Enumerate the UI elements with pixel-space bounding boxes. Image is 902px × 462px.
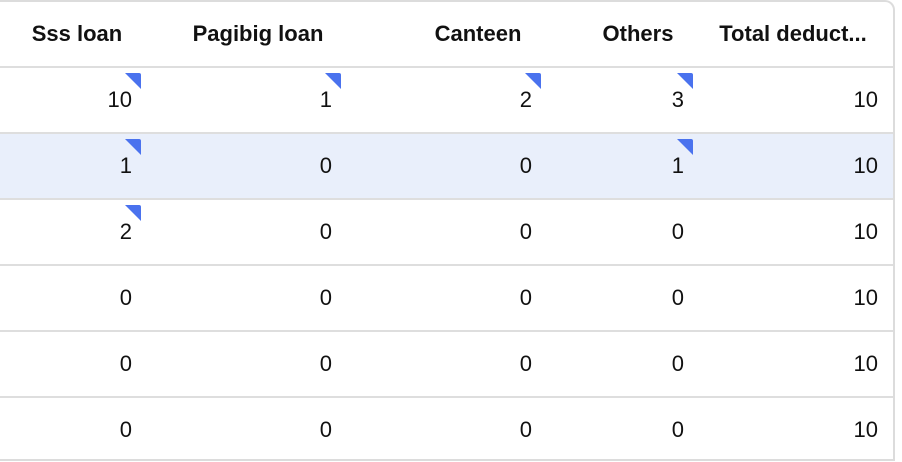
table-cell[interactable]: 0	[0, 332, 132, 396]
cell-value: 0	[519, 351, 532, 376]
cell-value: 10	[853, 87, 878, 112]
table-cell[interactable]: 0	[138, 332, 332, 396]
cell-value: 10	[108, 73, 141, 113]
cell-value: 10	[853, 219, 878, 244]
table-cell[interactable]: 2	[0, 200, 141, 264]
cell-value: 0	[671, 417, 684, 442]
table-cell[interactable]: 0	[0, 398, 132, 459]
table-cell[interactable]: 0	[138, 266, 332, 330]
cell-value: 10	[853, 153, 878, 178]
cell-value: 1	[120, 139, 141, 179]
table-cell[interactable]: 0	[338, 200, 532, 264]
cell-value: 3	[672, 73, 693, 113]
cell-value: 0	[119, 285, 132, 310]
comment-marker-icon[interactable]	[325, 73, 341, 89]
table-cell[interactable]: 10	[690, 332, 878, 396]
cell-value: 0	[319, 219, 332, 244]
table-row[interactable]: 0 0 0 0 10	[0, 266, 893, 332]
table-cell[interactable]: 0	[338, 134, 532, 198]
cell-value: 10	[853, 417, 878, 442]
table-cell[interactable]: 0	[138, 134, 332, 198]
column-header[interactable]: Others	[602, 21, 674, 46]
comment-marker-icon[interactable]	[525, 73, 541, 89]
table-cell[interactable]: 10	[0, 68, 141, 132]
cell-value: 2	[120, 205, 141, 245]
table-row[interactable]: 0 0 0 0 10	[0, 332, 893, 398]
cell-value: 0	[519, 219, 532, 244]
cell-value: 0	[671, 351, 684, 376]
table-cell[interactable]: 0	[538, 398, 684, 459]
cell-value: 0	[319, 285, 332, 310]
column-header[interactable]: Total deduct...	[719, 21, 867, 46]
table-cell[interactable]: 10	[690, 68, 878, 132]
header-row: Sss loan Pagibig loan Canteen Others Total d…	[0, 2, 893, 68]
table-cell[interactable]: 0	[338, 398, 532, 459]
table-cell[interactable]: 10	[690, 200, 878, 264]
cell-value: 0	[519, 285, 532, 310]
comment-marker-icon[interactable]	[677, 73, 693, 89]
table-cell[interactable]: 0	[138, 200, 332, 264]
table-cell[interactable]: 1	[138, 68, 341, 132]
table-cell[interactable]: 3	[538, 68, 693, 132]
cell-value: 0	[119, 351, 132, 376]
cell-value: 10	[853, 285, 878, 310]
table-cell[interactable]: 2	[338, 68, 541, 132]
comment-marker-icon[interactable]	[125, 205, 141, 221]
cell-value: 1	[320, 73, 341, 113]
cell-value: 0	[319, 417, 332, 442]
table-cell[interactable]: 10	[690, 266, 878, 330]
cell-value: 2	[520, 73, 541, 113]
table-cell[interactable]: 0	[538, 200, 684, 264]
table-row[interactable]: 2 0 0 0 10	[0, 200, 893, 266]
cell-value: 0	[519, 417, 532, 442]
comment-marker-icon[interactable]	[677, 139, 693, 155]
comment-marker-icon[interactable]	[125, 73, 141, 89]
table-cell[interactable]: 10	[690, 134, 878, 198]
table-row[interactable]: 0 0 0 0 10	[0, 398, 893, 459]
cell-value: 0	[319, 351, 332, 376]
table-cell[interactable]: 0	[138, 398, 332, 459]
table-cell[interactable]: 0	[538, 266, 684, 330]
cell-value: 0	[119, 417, 132, 442]
cell-value: 10	[853, 351, 878, 376]
table-row[interactable]: 1 0 0 1 10	[0, 134, 893, 200]
column-header[interactable]: Canteen	[434, 21, 522, 46]
table-cell[interactable]: 0	[0, 266, 132, 330]
table-cell[interactable]: 1	[538, 134, 693, 198]
table-cell[interactable]: 0	[538, 332, 684, 396]
cell-value: 1	[672, 139, 693, 179]
table-cell[interactable]: 1	[0, 134, 141, 198]
table-row[interactable]: 10 1 2 3 10	[0, 68, 893, 134]
table-cell[interactable]: 10	[690, 398, 878, 459]
column-header[interactable]: Pagibig loan	[192, 21, 324, 46]
cell-value: 0	[519, 153, 532, 178]
table-cell[interactable]: 0	[338, 332, 532, 396]
cell-value: 0	[671, 285, 684, 310]
comment-marker-icon[interactable]	[125, 139, 141, 155]
cell-value: 0	[671, 219, 684, 244]
table-cell[interactable]: 0	[338, 266, 532, 330]
cell-value: 0	[319, 153, 332, 178]
column-header[interactable]: Sss loan	[31, 21, 123, 46]
